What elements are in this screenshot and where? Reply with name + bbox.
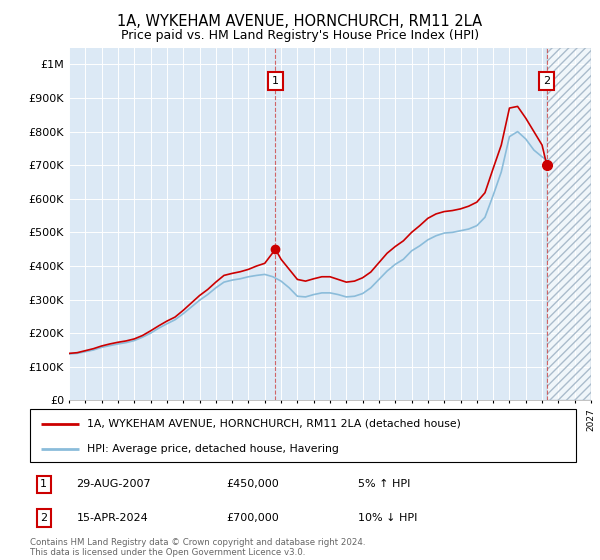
Text: 1A, WYKEHAM AVENUE, HORNCHURCH, RM11 2LA (detached house): 1A, WYKEHAM AVENUE, HORNCHURCH, RM11 2LA… <box>88 419 461 429</box>
Text: 29-AUG-2007: 29-AUG-2007 <box>76 479 151 489</box>
Text: 1: 1 <box>272 76 279 86</box>
Text: 15-APR-2024: 15-APR-2024 <box>76 513 148 523</box>
Bar <box>547 48 591 400</box>
Text: £450,000: £450,000 <box>227 479 280 489</box>
Text: 1A, WYKEHAM AVENUE, HORNCHURCH, RM11 2LA: 1A, WYKEHAM AVENUE, HORNCHURCH, RM11 2LA <box>118 14 482 29</box>
Text: £700,000: £700,000 <box>227 513 280 523</box>
Text: 2: 2 <box>543 76 550 86</box>
Text: Contains HM Land Registry data © Crown copyright and database right 2024.
This d: Contains HM Land Registry data © Crown c… <box>30 538 365 557</box>
Text: 10% ↓ HPI: 10% ↓ HPI <box>358 513 417 523</box>
Text: 2: 2 <box>40 513 47 523</box>
Text: 1: 1 <box>40 479 47 489</box>
Text: Price paid vs. HM Land Registry's House Price Index (HPI): Price paid vs. HM Land Registry's House … <box>121 29 479 42</box>
Text: 5% ↑ HPI: 5% ↑ HPI <box>358 479 410 489</box>
Bar <box>547 48 591 400</box>
Text: HPI: Average price, detached house, Havering: HPI: Average price, detached house, Have… <box>88 444 339 454</box>
